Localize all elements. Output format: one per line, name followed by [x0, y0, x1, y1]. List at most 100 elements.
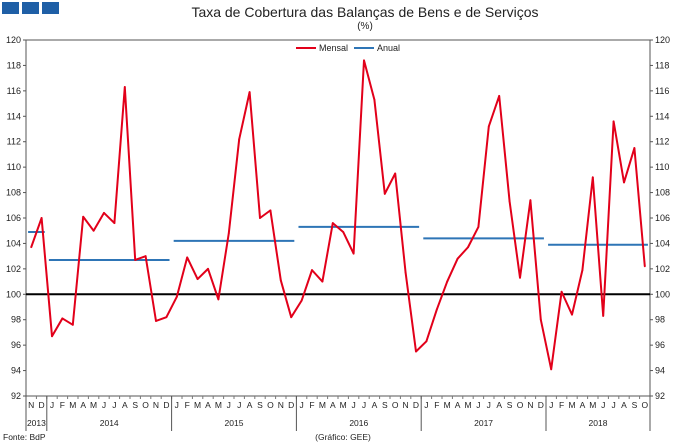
x-tick-label-month: M	[589, 400, 596, 410]
x-tick-label-month: F	[60, 400, 65, 410]
mensal-point	[227, 232, 230, 235]
x-tick-label-month: N	[403, 400, 409, 410]
y-tick-label-right: 94	[655, 366, 665, 376]
x-tick-label-month: A	[621, 400, 627, 410]
mensal-point	[539, 318, 542, 321]
y-tick-label-left: 98	[11, 315, 21, 325]
mensal-point	[529, 199, 532, 202]
x-tick-label-month: N	[153, 400, 159, 410]
x-tick-label-month: S	[257, 400, 263, 410]
x-tick-label-month: J	[487, 400, 491, 410]
x-tick-label-month: J	[175, 400, 179, 410]
x-tick-label-month: J	[112, 400, 116, 410]
mensal-point	[51, 335, 53, 338]
x-tick-label-month: M	[444, 400, 451, 410]
mensal-point	[415, 350, 417, 353]
logo	[2, 2, 59, 14]
x-tick-label-month: J	[351, 400, 355, 410]
mensal-point	[279, 279, 282, 282]
mensal-point	[321, 280, 324, 283]
y-tick-label-right: 114	[655, 111, 669, 121]
mensal-point	[248, 91, 251, 94]
logo-square	[22, 2, 39, 14]
mensal-point	[311, 269, 313, 272]
mensal-point	[40, 217, 43, 219]
mensal-point	[61, 317, 64, 320]
mensal-point	[30, 246, 33, 249]
x-tick-label-month: O	[641, 400, 648, 410]
mensal-point	[623, 181, 625, 184]
x-tick-label-month: M	[568, 400, 575, 410]
x-tick-label-month: A	[580, 400, 586, 410]
mensal-point	[269, 209, 272, 212]
mensal-point	[571, 313, 573, 316]
x-tick-label-month: A	[122, 400, 128, 410]
mensal-point	[92, 229, 95, 232]
x-tick-label-month: A	[247, 400, 253, 410]
mensal-point	[519, 276, 521, 279]
y-tick-label-left: 100	[6, 289, 21, 299]
x-tick-label-month: D	[163, 400, 169, 410]
mensal-point	[373, 98, 376, 101]
x-tick-label-month: O	[142, 400, 149, 410]
x-tick-label-month: A	[80, 400, 86, 410]
mensal-point	[487, 125, 490, 128]
y-tick-label-right: 116	[655, 86, 669, 96]
mensal-point	[446, 280, 449, 283]
x-tick-label-month: M	[69, 400, 76, 410]
year-label: 2013	[27, 418, 46, 428]
y-tick-label-right: 98	[655, 315, 665, 325]
mensal-point	[165, 316, 168, 319]
mensal-point	[217, 298, 220, 301]
mensal-point	[383, 192, 386, 195]
x-tick-label-month: F	[309, 400, 314, 410]
y-tick-label-right: 112	[655, 137, 669, 147]
y-tick-label-right: 108	[655, 188, 670, 198]
source-note: Fonte: BdP	[3, 432, 46, 442]
x-tick-label-month: A	[372, 400, 378, 410]
mensal-point	[300, 299, 303, 302]
y-tick-label-left: 120	[6, 35, 21, 45]
y-tick-label-left: 104	[6, 238, 21, 248]
mensal-point	[508, 200, 511, 203]
x-tick-label-month: D	[538, 400, 544, 410]
mensal-point	[113, 222, 116, 224]
y-tick-label-right: 92	[655, 391, 665, 401]
legend-mensal-label: Mensal	[319, 43, 348, 53]
x-tick-label-month: D	[39, 400, 45, 410]
y-tick-label-right: 106	[655, 213, 670, 223]
x-tick-label-month: O	[517, 400, 524, 410]
chart-title: Taxa de Cobertura das Balanças de Bens e…	[191, 4, 538, 20]
mensal-point	[633, 147, 636, 149]
mensal-point	[196, 278, 199, 280]
year-label: 2017	[474, 418, 493, 428]
mensal-point	[71, 323, 74, 326]
mensal-point	[155, 320, 157, 322]
mensal-point	[342, 231, 345, 233]
x-tick-label-month: A	[496, 400, 502, 410]
year-label: 2014	[100, 418, 119, 428]
axes: 92 92 94 94 96 96 98 98 100 100 102 102 104 104 106 106…	[6, 35, 670, 431]
mensal-point	[477, 226, 480, 228]
mensal-point	[175, 295, 178, 298]
mensal-point	[456, 257, 459, 260]
mensal-point	[290, 316, 293, 319]
x-tick-label-month: A	[330, 400, 336, 410]
x-tick-label-month: J	[102, 400, 106, 410]
mensal-point	[550, 368, 553, 371]
chart-subtitle: (%)	[357, 21, 373, 32]
x-tick-label-month: J	[227, 400, 231, 410]
mensal-point	[144, 255, 147, 258]
x-tick-label-month: J	[50, 400, 54, 410]
x-tick-label-month: M	[215, 400, 222, 410]
y-tick-label-left: 112	[7, 137, 21, 147]
y-tick-label-left: 114	[7, 111, 21, 121]
x-tick-label-month: S	[507, 400, 513, 410]
x-tick-label-month: N	[278, 400, 284, 410]
x-tick-label-month: J	[299, 400, 303, 410]
mensal-point	[238, 138, 241, 141]
x-tick-label-month: O	[392, 400, 399, 410]
y-tick-label-right: 120	[655, 35, 670, 45]
year-label: 2018	[589, 418, 608, 428]
